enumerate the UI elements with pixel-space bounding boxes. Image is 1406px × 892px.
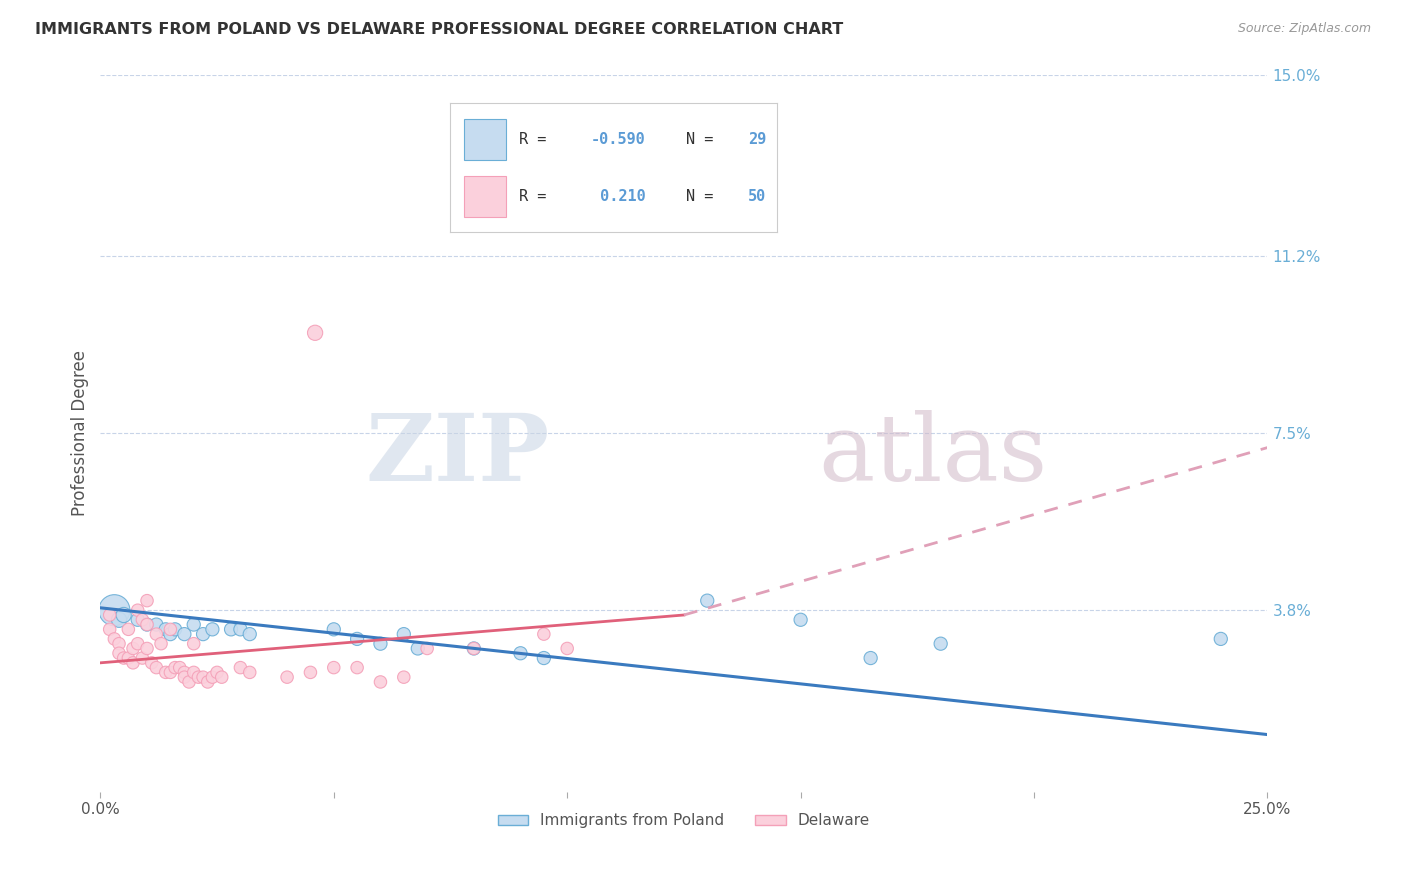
Point xyxy=(131,651,153,665)
Point xyxy=(406,641,429,656)
Point xyxy=(150,637,173,651)
Point xyxy=(183,617,205,632)
Point xyxy=(98,623,121,637)
Point xyxy=(229,623,252,637)
Point xyxy=(239,627,262,641)
Point xyxy=(103,603,125,617)
Point xyxy=(201,670,224,684)
Point xyxy=(145,660,167,674)
Point xyxy=(219,623,242,637)
Text: ZIP: ZIP xyxy=(366,409,550,500)
Point xyxy=(159,665,181,680)
Point xyxy=(159,623,181,637)
Point xyxy=(463,641,485,656)
Point xyxy=(346,660,368,674)
Point xyxy=(112,651,135,665)
Point xyxy=(322,660,344,674)
Point xyxy=(533,627,555,641)
Point xyxy=(163,660,186,674)
Point xyxy=(211,670,233,684)
Point xyxy=(370,637,392,651)
Point xyxy=(145,627,167,641)
Point xyxy=(533,651,555,665)
Point xyxy=(117,623,139,637)
Point xyxy=(173,627,195,641)
Point xyxy=(136,593,159,607)
Point xyxy=(108,637,131,651)
Legend: Immigrants from Poland, Delaware: Immigrants from Poland, Delaware xyxy=(492,807,876,835)
Point xyxy=(201,623,224,637)
Point xyxy=(177,675,200,690)
Point xyxy=(463,641,485,656)
Point xyxy=(346,632,368,646)
Point xyxy=(191,627,214,641)
Point xyxy=(859,651,882,665)
Point xyxy=(163,623,186,637)
Point xyxy=(322,623,344,637)
Point xyxy=(159,627,181,641)
Point xyxy=(136,641,159,656)
Point xyxy=(416,641,439,656)
Point xyxy=(299,665,322,680)
Point xyxy=(183,637,205,651)
Point xyxy=(155,665,177,680)
Point xyxy=(509,646,531,660)
Point xyxy=(103,632,125,646)
Point xyxy=(370,675,392,690)
Point xyxy=(108,646,131,660)
Point xyxy=(122,641,145,656)
Point xyxy=(205,665,228,680)
Point xyxy=(145,617,167,632)
Point xyxy=(392,627,415,641)
Text: IMMIGRANTS FROM POLAND VS DELAWARE PROFESSIONAL DEGREE CORRELATION CHART: IMMIGRANTS FROM POLAND VS DELAWARE PROFE… xyxy=(35,22,844,37)
Point xyxy=(276,670,298,684)
Point xyxy=(555,641,578,656)
Point xyxy=(187,670,209,684)
Point xyxy=(127,637,149,651)
Point xyxy=(392,670,415,684)
Point xyxy=(108,613,131,627)
Point xyxy=(112,607,135,622)
Point xyxy=(155,623,177,637)
Point xyxy=(117,651,139,665)
Point xyxy=(141,656,163,670)
Point xyxy=(191,670,214,684)
Point xyxy=(1209,632,1232,646)
Text: Source: ZipAtlas.com: Source: ZipAtlas.com xyxy=(1237,22,1371,36)
Point xyxy=(127,603,149,617)
Point xyxy=(122,656,145,670)
Point xyxy=(183,665,205,680)
Point xyxy=(304,326,326,340)
Point xyxy=(136,617,159,632)
Point xyxy=(98,607,121,622)
Y-axis label: Professional Degree: Professional Degree xyxy=(72,351,89,516)
Point xyxy=(789,613,811,627)
Point xyxy=(131,613,153,627)
Point xyxy=(929,637,952,651)
Point xyxy=(169,660,191,674)
Point xyxy=(173,670,195,684)
Point xyxy=(136,617,159,632)
Point xyxy=(239,665,262,680)
Point xyxy=(173,665,195,680)
Point xyxy=(696,593,718,607)
Point xyxy=(229,660,252,674)
Point xyxy=(127,613,149,627)
Point xyxy=(197,675,219,690)
Text: atlas: atlas xyxy=(818,409,1047,500)
